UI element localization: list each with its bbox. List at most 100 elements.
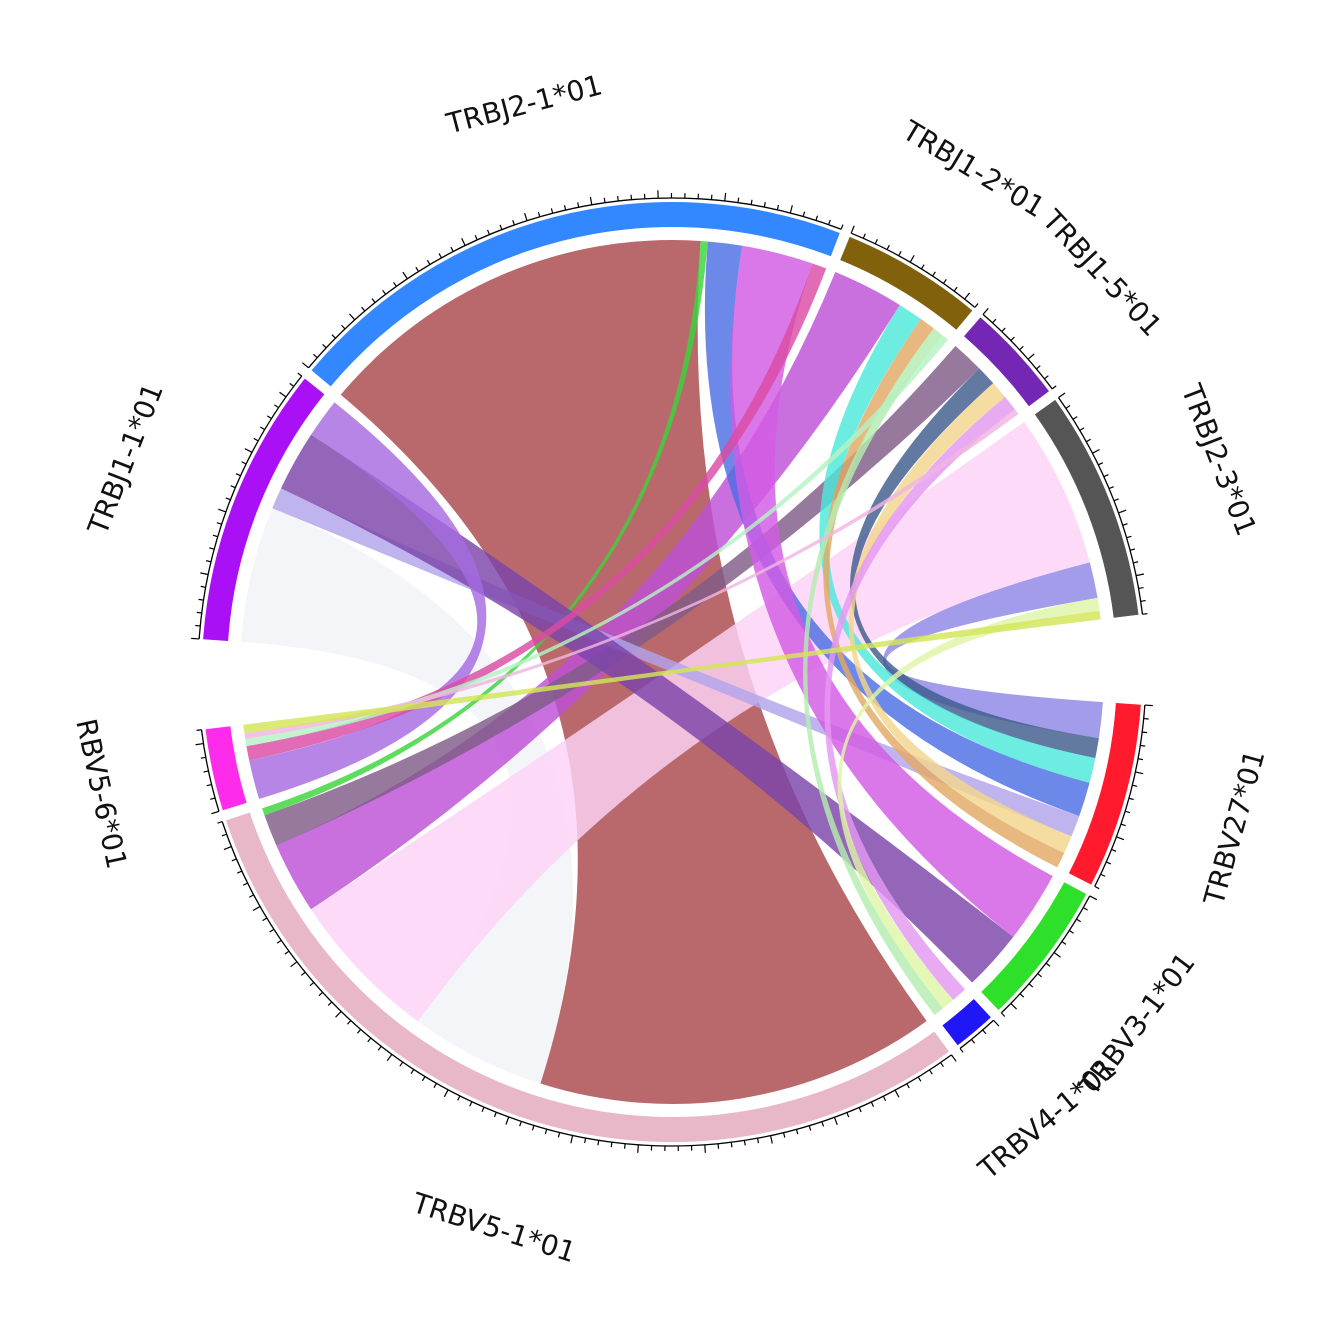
chord-ribbon-trbv5_6-trbj2_3-22 [243, 610, 1101, 734]
axis-tick [953, 286, 958, 292]
axis-tick [276, 939, 282, 944]
axis-tick [266, 415, 272, 420]
axis-tick [1019, 345, 1024, 351]
axis-tick [469, 1101, 473, 1107]
axis-tick [235, 473, 241, 477]
axis-tick [763, 202, 766, 208]
axis-tick [1082, 907, 1088, 911]
axis-tick [493, 1112, 497, 1118]
axis-tick [992, 318, 997, 324]
axis-tick [371, 298, 376, 303]
axis-tick [216, 522, 222, 525]
axis-tick [415, 266, 420, 272]
segment-label-trbj1_5: TRBJ1-5*01 [1035, 203, 1168, 343]
axis-tick [206, 783, 212, 787]
axis-tick [942, 278, 947, 284]
axis-tick [874, 239, 878, 245]
segment-axis-trbj1_2 [850, 232, 976, 308]
axis-tick [377, 1045, 382, 1051]
segment-arc-trbj2_1 [311, 201, 840, 387]
axis-tick [1076, 918, 1082, 923]
axis-tick [1124, 810, 1131, 814]
axis-tick [982, 307, 989, 315]
axis-tick [461, 238, 466, 246]
segment-axis-trbv5_1 [221, 821, 952, 1147]
axis-tick [356, 1029, 362, 1034]
axis-tick [1045, 962, 1051, 967]
chord-ribbon-trbv27-trbj1_5-11 [848, 383, 1072, 854]
axis-tick [1140, 599, 1146, 602]
axis-tick [481, 1106, 485, 1112]
axis-tick [218, 508, 227, 513]
axis-tick [512, 220, 515, 226]
axis-tick [894, 1089, 900, 1098]
segment-arc-layer [203, 201, 1141, 1142]
axis-tick [770, 1135, 773, 1144]
axis-tick [1019, 993, 1025, 998]
axis-tick [399, 1061, 404, 1067]
axis-tick [537, 211, 541, 217]
axis-tick [200, 572, 209, 576]
axis-tick [274, 404, 279, 409]
axis-tick [932, 271, 936, 277]
axis-tick [828, 219, 831, 225]
axis-tick [950, 1054, 957, 1062]
axis-tick [1137, 758, 1144, 761]
axis-tick [808, 1125, 812, 1131]
axis-tick [886, 244, 890, 250]
axis-tick [221, 833, 227, 837]
axis-tick [241, 461, 247, 465]
axis-tick [858, 1107, 862, 1113]
axis-tick [1135, 771, 1144, 775]
axis-tick [279, 391, 287, 398]
axis-tick [724, 192, 727, 202]
axis-tick [1132, 784, 1138, 787]
axis-tick [335, 1011, 342, 1018]
axis-tick [1069, 929, 1074, 934]
axis-tick [795, 1129, 799, 1135]
axis-tick [289, 382, 295, 387]
chord-ribbon-trbv4-trbj1_5-15 [824, 396, 1015, 1001]
axis-tick [1113, 498, 1119, 502]
chord-ribbon-trbv5_1-trbj1_5-4 [264, 346, 980, 846]
axis-tick [200, 756, 206, 759]
axis-tick [474, 235, 478, 241]
chord-ribbon-trbv4-trbj1_2-17 [803, 328, 944, 1016]
axis-tick [1086, 438, 1091, 443]
axis-tick [499, 224, 503, 230]
axis-tick [1106, 861, 1112, 865]
axis-tick [191, 637, 200, 640]
axis-tick [1065, 405, 1071, 409]
segment-arc-trbv5_6 [205, 726, 247, 811]
axis-tick [603, 197, 606, 203]
axis-tick [1144, 704, 1153, 707]
axis-tick [231, 858, 237, 862]
axis-tick [1094, 885, 1100, 890]
axis-tick [920, 264, 925, 270]
axis-tick [248, 894, 254, 898]
axis-tick [1051, 385, 1057, 390]
axis-tick [909, 254, 915, 263]
axis-tick [237, 870, 243, 874]
axis-tick [1027, 353, 1035, 360]
axis-tick [252, 905, 261, 911]
axis-tick [284, 950, 290, 955]
axis-tick [782, 1132, 786, 1138]
segment-label-trbv4: TRBV4-1*01 [971, 1051, 1123, 1186]
axis-tick [1000, 1012, 1006, 1017]
segment-label-trbj1_2: TRBJ1-2*01 [896, 113, 1051, 224]
chord-ribbon-trbv3-trbj2_1-13 [730, 245, 1053, 937]
axis-tick [1092, 448, 1100, 454]
axis-tick [1010, 336, 1015, 341]
axis-tick [597, 1140, 600, 1146]
axis-tick [882, 1096, 887, 1102]
axis-tick [1128, 797, 1134, 801]
axis-tick [704, 1144, 706, 1153]
axis-tick [200, 585, 206, 588]
axis-tick [313, 353, 318, 359]
segment-arc-trbj2_3 [1034, 399, 1139, 618]
axis-tick [1044, 375, 1049, 380]
axis-tick [974, 303, 979, 308]
axis-tick [322, 343, 327, 349]
axis-tick [1129, 548, 1136, 551]
